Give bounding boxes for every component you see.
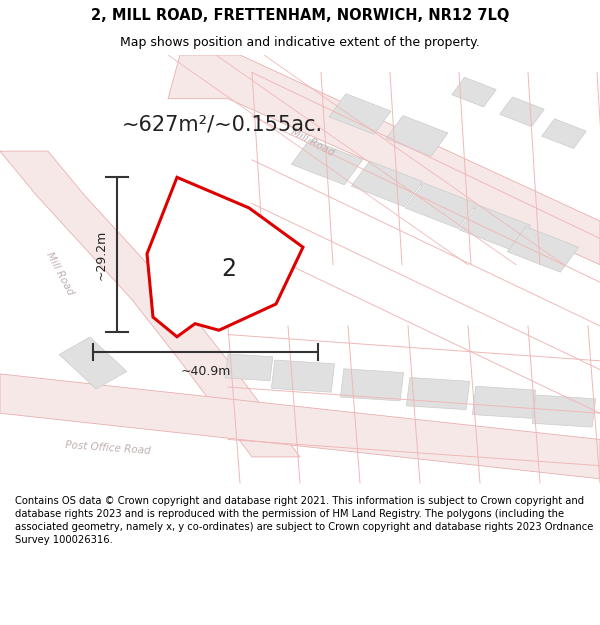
Text: Post Office Road: Post Office Road — [65, 440, 151, 456]
Text: Contains OS data © Crown copyright and database right 2021. This information is : Contains OS data © Crown copyright and d… — [15, 496, 593, 546]
Text: ~40.9m: ~40.9m — [181, 365, 230, 378]
Bar — [508, 227, 578, 272]
Bar — [59, 337, 127, 389]
Polygon shape — [147, 177, 303, 337]
Text: 2: 2 — [221, 257, 236, 281]
Text: ~29.2m: ~29.2m — [95, 230, 108, 280]
Text: Mill Road: Mill Road — [44, 250, 76, 297]
Bar — [225, 354, 273, 381]
Bar — [472, 386, 536, 418]
Bar — [406, 183, 476, 229]
Bar — [340, 369, 404, 401]
Text: 2, MILL ROAD, FRETTENHAM, NORWICH, NR12 7LQ: 2, MILL ROAD, FRETTENHAM, NORWICH, NR12 … — [91, 8, 509, 23]
Bar — [460, 205, 530, 251]
Bar — [329, 94, 391, 134]
Bar — [500, 97, 544, 127]
Bar — [352, 161, 422, 207]
Bar — [271, 360, 335, 392]
Bar — [406, 378, 470, 409]
Bar — [542, 119, 586, 149]
Bar — [532, 395, 596, 427]
Text: Mill Road: Mill Road — [289, 127, 335, 158]
Bar — [452, 78, 496, 107]
Text: ~627m²/~0.155ac.: ~627m²/~0.155ac. — [121, 115, 323, 135]
Polygon shape — [0, 151, 300, 457]
Polygon shape — [0, 374, 600, 479]
Bar — [386, 116, 448, 156]
Polygon shape — [168, 55, 600, 265]
Bar — [292, 139, 362, 185]
Text: Map shows position and indicative extent of the property.: Map shows position and indicative extent… — [120, 36, 480, 49]
